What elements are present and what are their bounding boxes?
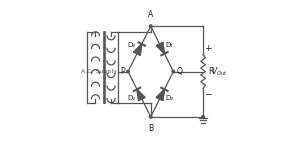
Circle shape: [127, 70, 129, 73]
Text: D₃: D₃: [166, 95, 174, 101]
Polygon shape: [157, 89, 164, 101]
Text: −: −: [204, 90, 212, 99]
Polygon shape: [157, 42, 164, 54]
Polygon shape: [134, 44, 142, 55]
Text: Q: Q: [177, 67, 183, 76]
Text: B: B: [148, 124, 153, 133]
Circle shape: [149, 116, 152, 118]
Text: A.C. Supply: A.C. Supply: [81, 69, 116, 74]
Circle shape: [172, 70, 175, 73]
Text: D₄: D₄: [128, 42, 136, 48]
Text: R: R: [208, 67, 213, 76]
Circle shape: [202, 116, 204, 118]
Text: $V_{Out}$: $V_{Out}$: [211, 65, 228, 78]
Polygon shape: [137, 89, 145, 101]
Text: +: +: [204, 44, 212, 53]
Circle shape: [149, 25, 152, 27]
Text: A: A: [148, 10, 153, 19]
Text: D₂: D₂: [128, 95, 136, 101]
Text: D₁: D₁: [166, 42, 174, 48]
Text: P: P: [120, 67, 124, 76]
